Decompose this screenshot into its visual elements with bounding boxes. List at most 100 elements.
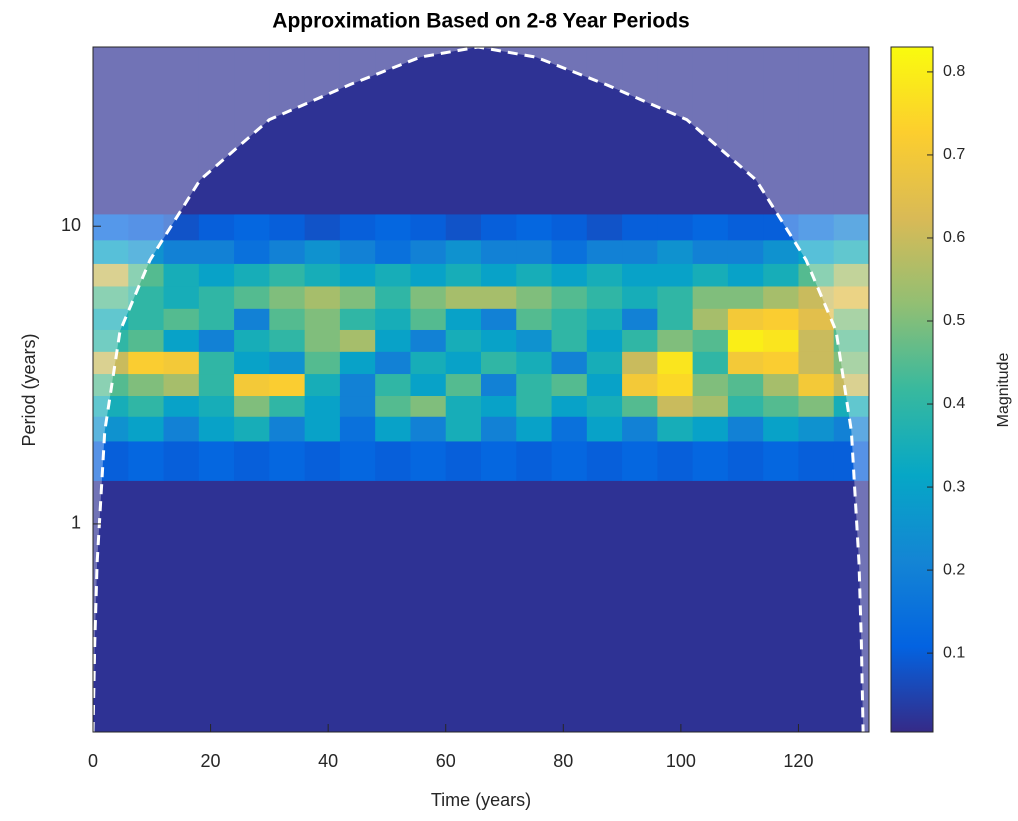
heatmap-cell [516, 480, 553, 733]
heatmap-cell [657, 308, 694, 330]
heatmap-cell [339, 440, 376, 481]
heatmap-cell [269, 416, 306, 442]
heatmap-cell [234, 213, 270, 241]
heatmap-cell [516, 395, 553, 417]
heatmap-cell [445, 263, 482, 287]
heatmap-cell [798, 480, 835, 733]
heatmap-cell [269, 480, 306, 733]
heatmap-cell [410, 47, 447, 215]
heatmap-cell [163, 395, 200, 417]
heatmap-cell [586, 213, 623, 241]
heatmap-cell [516, 285, 553, 309]
heatmap-cell [657, 329, 694, 352]
heatmap-cell [622, 285, 658, 309]
heatmap-cell [763, 395, 799, 417]
heatmap-cell [692, 213, 729, 241]
heatmap-cell [481, 440, 517, 481]
heatmap-cell [481, 239, 517, 264]
heatmap-cell [93, 285, 129, 309]
heatmap-cell [375, 351, 411, 375]
heatmap-cell [622, 373, 658, 397]
heatmap-cell [93, 416, 129, 442]
heatmap-cell [304, 480, 341, 733]
heatmap-cell [339, 213, 376, 241]
heatmap-cell [163, 416, 200, 442]
heatmap-cell [234, 395, 270, 417]
heatmap-cell [234, 308, 270, 330]
heatmap-cell [516, 239, 553, 264]
heatmap-cell [586, 480, 623, 733]
heatmap-cell [657, 351, 694, 375]
heatmap-cell [375, 308, 411, 330]
heatmap-cell [339, 480, 376, 733]
colorbar-tick-label: 0.1 [943, 644, 965, 661]
heatmap-cell [375, 285, 411, 309]
heatmap-cell [198, 373, 235, 397]
heatmap-cell [692, 308, 729, 330]
heatmap-cell [763, 285, 799, 309]
heatmap-cell [727, 329, 764, 352]
heatmap-cell [586, 373, 623, 397]
heatmap-cell [622, 395, 658, 417]
heatmap-cell [586, 329, 623, 352]
heatmap-cell [798, 263, 835, 287]
heatmap-cell [481, 395, 517, 417]
heatmap-cell [516, 263, 553, 287]
heatmap-cell [304, 213, 341, 241]
chart-title: Approximation Based on 2-8 Year Periods [272, 10, 689, 33]
heatmap-cell [657, 395, 694, 417]
heatmap-cell [481, 373, 517, 397]
y-tick-label: 1 [71, 513, 81, 533]
heatmap-cell [198, 395, 235, 417]
heatmap-cell [551, 213, 588, 241]
heatmap-cell [198, 416, 235, 442]
heatmap-cell [586, 440, 623, 481]
heatmap-cell [833, 395, 870, 417]
heatmap-cell [763, 263, 799, 287]
heatmap-cell [657, 47, 694, 215]
heatmap-cell [445, 395, 482, 417]
heatmap-cell [304, 395, 341, 417]
heatmap-cell [727, 263, 764, 287]
heatmap-cell [798, 351, 835, 375]
heatmap-cell [445, 416, 482, 442]
heatmap-cell [163, 480, 200, 733]
heatmap-cell [410, 263, 447, 287]
heatmap-cell [798, 416, 835, 442]
heatmap-cell [304, 263, 341, 287]
heatmap-cell [481, 308, 517, 330]
heatmap-cell [410, 213, 447, 241]
heatmap-cell [269, 308, 306, 330]
heatmap-cell [269, 351, 306, 375]
heatmap-cell [339, 285, 376, 309]
heatmap-cell [833, 239, 870, 264]
heatmap-cell [375, 47, 411, 215]
heatmap-cell [339, 416, 376, 442]
heatmap-cell [551, 440, 588, 481]
heatmap-cell [304, 47, 341, 215]
heatmap-cell [128, 351, 165, 375]
heatmap-cell [93, 47, 129, 215]
heatmap-cell [198, 480, 235, 733]
heatmap-cell [798, 395, 835, 417]
heatmap-cell [516, 308, 553, 330]
heatmap-cell [622, 351, 658, 375]
heatmap-cell [163, 285, 200, 309]
heatmap-cell [551, 416, 588, 442]
heatmap-cell [763, 480, 799, 733]
x-tick-label: 80 [553, 751, 573, 771]
heatmap-cell [657, 213, 694, 241]
heatmap-cell [586, 395, 623, 417]
heatmap-cell [657, 263, 694, 287]
heatmap-cell [445, 213, 482, 241]
x-tick-label: 40 [318, 751, 338, 771]
heatmap-cell [163, 329, 200, 352]
heatmap-cell [622, 440, 658, 481]
heatmap-cell [93, 440, 129, 481]
heatmap-cell [163, 239, 200, 264]
heatmap-cell [375, 395, 411, 417]
heatmap-cell [657, 480, 694, 733]
heatmap-cell [375, 213, 411, 241]
colorbar-label: Magnitude [995, 353, 1012, 428]
